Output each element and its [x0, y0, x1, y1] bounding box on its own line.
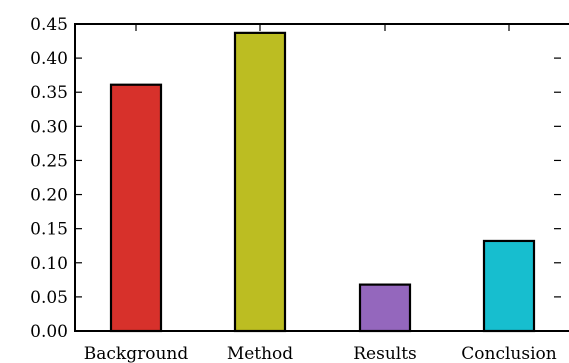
y-tick-label: 0.45	[30, 15, 68, 35]
bar-conclusion	[482, 239, 536, 333]
x-tick-label: Results	[353, 344, 417, 363]
x-tick-label: Method	[227, 344, 293, 363]
y-tick-label: 0.30	[30, 117, 68, 137]
y-tick-label: 0.25	[30, 151, 68, 171]
x-axis-ticks: Background Method Results Conclusion	[84, 24, 557, 363]
y-tick-label: 0.10	[30, 254, 68, 274]
plot-frame	[74, 23, 569, 332]
y-tick-label: 0.35	[30, 83, 68, 103]
bar-method	[233, 31, 287, 333]
bars	[109, 31, 536, 333]
y-tick-label: 0.20	[30, 186, 68, 206]
x-tick-label: Background	[84, 344, 189, 363]
y-axis-ticks: 0.00 0.05 0.10 0.15 0.20 0.25 0.30 0.35 0.40 0.45	[30, 15, 561, 342]
bar-background	[109, 83, 163, 333]
y-tick-label: 0.15	[30, 220, 68, 240]
y-tick-label: 0.00	[30, 322, 68, 342]
x-tick-label: Conclusion	[461, 344, 556, 363]
y-tick-label: 0.40	[30, 49, 68, 69]
bar-results	[358, 283, 412, 333]
y-tick-label: 0.05	[30, 288, 68, 308]
